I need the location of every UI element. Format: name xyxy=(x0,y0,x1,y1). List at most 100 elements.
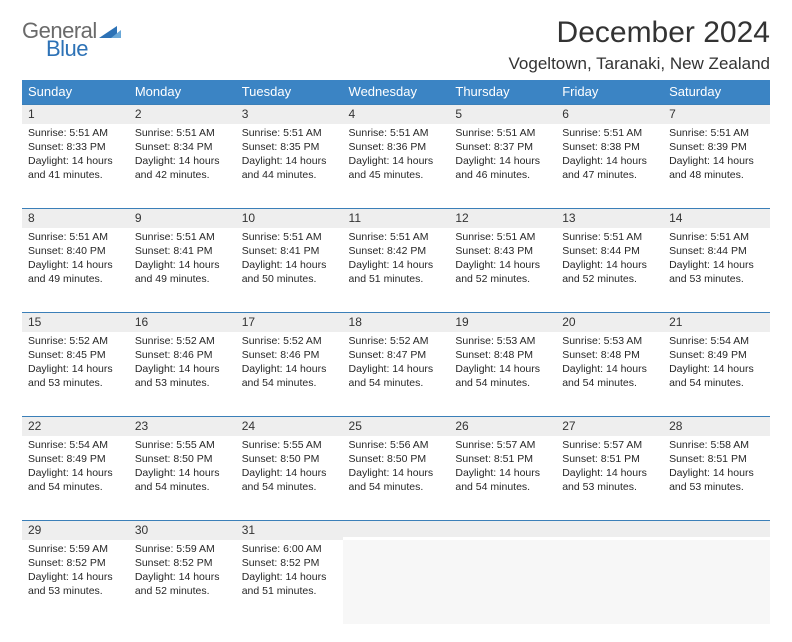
day-cell-header: 22 xyxy=(22,416,129,436)
empty-day-header xyxy=(449,520,556,537)
day-cell-header: 10 xyxy=(236,208,343,228)
sunrise-line: Sunrise: 5:56 AM xyxy=(349,439,444,453)
day-cell-body: Sunrise: 5:57 AMSunset: 8:51 PMDaylight:… xyxy=(556,436,663,520)
day-details: Sunrise: 5:59 AMSunset: 8:52 PMDaylight:… xyxy=(22,540,129,604)
day-number: 10 xyxy=(236,208,343,228)
daylight-line: Daylight: 14 hours and 54 minutes. xyxy=(669,363,764,391)
day-details: Sunrise: 5:51 AMSunset: 8:34 PMDaylight:… xyxy=(129,124,236,188)
day-cell-header: 5 xyxy=(449,104,556,124)
sunrise-line: Sunrise: 5:51 AM xyxy=(28,127,123,141)
daylight-line: Daylight: 14 hours and 46 minutes. xyxy=(455,155,550,183)
day-cell-body: Sunrise: 6:00 AMSunset: 8:52 PMDaylight:… xyxy=(236,540,343,624)
weekday-header: Tuesday xyxy=(236,80,343,104)
day-details: Sunrise: 5:51 AMSunset: 8:38 PMDaylight:… xyxy=(556,124,663,188)
day-number: 18 xyxy=(343,312,450,332)
week-number-row: 293031 xyxy=(22,520,770,540)
sunset-line: Sunset: 8:46 PM xyxy=(135,349,230,363)
empty-day-header xyxy=(663,520,770,537)
day-cell-header: 30 xyxy=(129,520,236,540)
sunset-line: Sunset: 8:37 PM xyxy=(455,141,550,155)
day-details: Sunrise: 5:57 AMSunset: 8:51 PMDaylight:… xyxy=(449,436,556,500)
sunset-line: Sunset: 8:44 PM xyxy=(669,245,764,259)
empty-day-body xyxy=(663,540,770,624)
day-cell-body: Sunrise: 5:53 AMSunset: 8:48 PMDaylight:… xyxy=(556,332,663,416)
day-number: 15 xyxy=(22,312,129,332)
title-block: December 2024 Vogeltown, Taranaki, New Z… xyxy=(509,16,770,74)
empty-day-body xyxy=(449,540,556,624)
day-cell-body: Sunrise: 5:51 AMSunset: 8:37 PMDaylight:… xyxy=(449,124,556,208)
sunset-line: Sunset: 8:52 PM xyxy=(135,557,230,571)
daylight-line: Daylight: 14 hours and 47 minutes. xyxy=(562,155,657,183)
day-cell-body: Sunrise: 5:54 AMSunset: 8:49 PMDaylight:… xyxy=(22,436,129,520)
daylight-line: Daylight: 14 hours and 54 minutes. xyxy=(28,467,123,495)
sunrise-line: Sunrise: 5:51 AM xyxy=(349,127,444,141)
day-cell-body: Sunrise: 5:53 AMSunset: 8:48 PMDaylight:… xyxy=(449,332,556,416)
day-details: Sunrise: 5:54 AMSunset: 8:49 PMDaylight:… xyxy=(663,332,770,396)
sunrise-line: Sunrise: 5:51 AM xyxy=(669,231,764,245)
weekday-header: Wednesday xyxy=(343,80,450,104)
daylight-line: Daylight: 14 hours and 53 minutes. xyxy=(28,571,123,599)
day-number: 22 xyxy=(22,416,129,436)
daylight-line: Daylight: 14 hours and 52 minutes. xyxy=(562,259,657,287)
day-cell-header: 4 xyxy=(343,104,450,124)
daylight-line: Daylight: 14 hours and 50 minutes. xyxy=(242,259,337,287)
day-cell-header: 14 xyxy=(663,208,770,228)
day-number: 23 xyxy=(129,416,236,436)
day-cell-header: 27 xyxy=(556,416,663,436)
day-cell-body: Sunrise: 5:51 AMSunset: 8:40 PMDaylight:… xyxy=(22,228,129,312)
sunset-line: Sunset: 8:49 PM xyxy=(28,453,123,467)
day-cell-body: Sunrise: 5:51 AMSunset: 8:39 PMDaylight:… xyxy=(663,124,770,208)
sunset-line: Sunset: 8:52 PM xyxy=(242,557,337,571)
day-details: Sunrise: 5:55 AMSunset: 8:50 PMDaylight:… xyxy=(236,436,343,500)
daylight-line: Daylight: 14 hours and 44 minutes. xyxy=(242,155,337,183)
day-cell-body: Sunrise: 5:51 AMSunset: 8:41 PMDaylight:… xyxy=(129,228,236,312)
sunrise-line: Sunrise: 5:51 AM xyxy=(135,231,230,245)
day-cell-body: Sunrise: 5:59 AMSunset: 8:52 PMDaylight:… xyxy=(22,540,129,624)
sunset-line: Sunset: 8:43 PM xyxy=(455,245,550,259)
day-cell-header: 23 xyxy=(129,416,236,436)
day-number: 17 xyxy=(236,312,343,332)
empty-day-header xyxy=(556,520,663,537)
day-details: Sunrise: 5:51 AMSunset: 8:39 PMDaylight:… xyxy=(663,124,770,188)
day-details: Sunrise: 5:58 AMSunset: 8:51 PMDaylight:… xyxy=(663,436,770,500)
sunset-line: Sunset: 8:41 PM xyxy=(242,245,337,259)
day-number: 30 xyxy=(129,520,236,540)
week-number-row: 1234567 xyxy=(22,104,770,124)
day-number: 5 xyxy=(449,104,556,124)
day-number: 27 xyxy=(556,416,663,436)
day-cell-body: Sunrise: 5:51 AMSunset: 8:42 PMDaylight:… xyxy=(343,228,450,312)
sunrise-line: Sunrise: 5:52 AM xyxy=(349,335,444,349)
day-details: Sunrise: 5:53 AMSunset: 8:48 PMDaylight:… xyxy=(556,332,663,396)
day-cell-header xyxy=(449,520,556,540)
sunset-line: Sunset: 8:48 PM xyxy=(455,349,550,363)
sunset-line: Sunset: 8:52 PM xyxy=(28,557,123,571)
day-cell-header: 16 xyxy=(129,312,236,332)
sunrise-line: Sunrise: 5:53 AM xyxy=(455,335,550,349)
sunrise-line: Sunrise: 5:54 AM xyxy=(28,439,123,453)
day-number: 19 xyxy=(449,312,556,332)
day-number: 6 xyxy=(556,104,663,124)
daylight-line: Daylight: 14 hours and 52 minutes. xyxy=(135,571,230,599)
sunrise-line: Sunrise: 5:51 AM xyxy=(242,127,337,141)
day-details: Sunrise: 5:52 AMSunset: 8:46 PMDaylight:… xyxy=(129,332,236,396)
sunrise-line: Sunrise: 5:51 AM xyxy=(455,127,550,141)
day-cell-body: Sunrise: 5:56 AMSunset: 8:50 PMDaylight:… xyxy=(343,436,450,520)
day-cell-body: Sunrise: 5:54 AMSunset: 8:49 PMDaylight:… xyxy=(663,332,770,416)
sunset-line: Sunset: 8:49 PM xyxy=(669,349,764,363)
sunrise-line: Sunrise: 5:51 AM xyxy=(135,127,230,141)
week-data-row: Sunrise: 5:59 AMSunset: 8:52 PMDaylight:… xyxy=(22,540,770,624)
weekday-header: Thursday xyxy=(449,80,556,104)
sunrise-line: Sunrise: 5:59 AM xyxy=(28,543,123,557)
empty-day-body xyxy=(556,540,663,624)
daylight-line: Daylight: 14 hours and 54 minutes. xyxy=(455,363,550,391)
daylight-line: Daylight: 14 hours and 53 minutes. xyxy=(28,363,123,391)
sunrise-line: Sunrise: 5:51 AM xyxy=(669,127,764,141)
daylight-line: Daylight: 14 hours and 54 minutes. xyxy=(455,467,550,495)
sunset-line: Sunset: 8:51 PM xyxy=(669,453,764,467)
sunrise-line: Sunrise: 6:00 AM xyxy=(242,543,337,557)
sunset-line: Sunset: 8:50 PM xyxy=(349,453,444,467)
month-title: December 2024 xyxy=(509,16,770,50)
day-details: Sunrise: 5:51 AMSunset: 8:41 PMDaylight:… xyxy=(129,228,236,292)
day-details: Sunrise: 5:51 AMSunset: 8:44 PMDaylight:… xyxy=(663,228,770,292)
day-details: Sunrise: 5:51 AMSunset: 8:37 PMDaylight:… xyxy=(449,124,556,188)
